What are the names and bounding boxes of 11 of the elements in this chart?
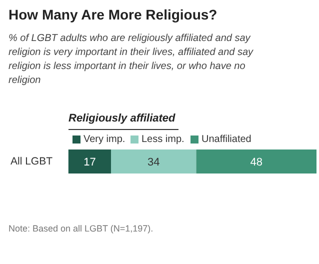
legend-label: Very imp. bbox=[84, 134, 126, 145]
text: Note: Based on all LGBT (N=1,197). bbox=[8, 224, 154, 234]
data-label: 17 bbox=[84, 156, 96, 168]
legend-label: Unaffiliated bbox=[202, 134, 252, 145]
y-tick-label: All LGBT bbox=[10, 156, 54, 168]
legend-title: Religiously affiliated bbox=[68, 112, 176, 124]
legend-label: Less imp. bbox=[142, 134, 184, 145]
data-label: 48 bbox=[250, 156, 262, 168]
chart-title: How Many Are More Religious? bbox=[8, 6, 218, 22]
data-label: 34 bbox=[147, 156, 160, 168]
chart-subtitle: % of LGBT adults who are religiously affiliated and say religion is very important in their lives, affiliated and say religion is less important in their lives, or who have no religion bbox=[8, 33, 254, 86]
